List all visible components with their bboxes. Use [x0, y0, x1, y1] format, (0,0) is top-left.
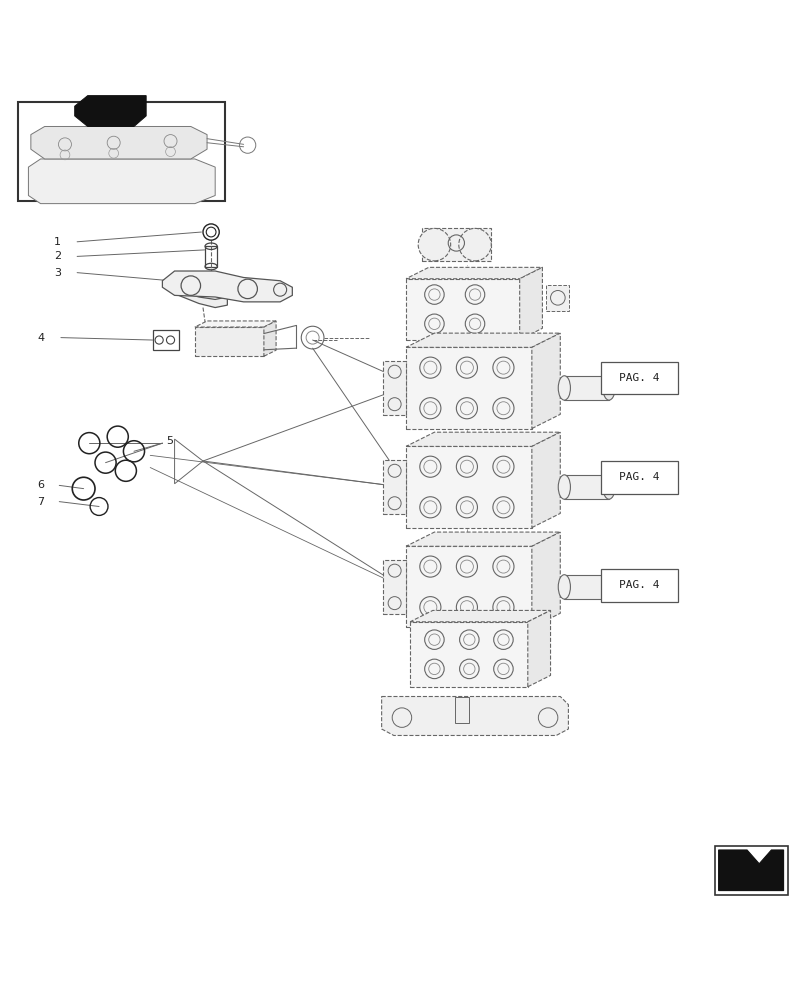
Bar	[564, 575, 608, 599]
Text: 3: 3	[54, 268, 61, 278]
Polygon shape	[519, 267, 542, 340]
Ellipse shape	[558, 575, 570, 599]
Polygon shape	[406, 546, 531, 627]
Text: PAG. 4: PAG. 4	[618, 580, 659, 590]
Text: PAG. 4: PAG. 4	[618, 472, 659, 482]
Bar	[152, 330, 178, 350]
Polygon shape	[383, 560, 406, 614]
Text: 7: 7	[37, 497, 45, 507]
Ellipse shape	[558, 376, 570, 400]
Polygon shape	[406, 333, 560, 347]
Ellipse shape	[602, 475, 615, 499]
Bar	[204, 246, 217, 267]
Text: 5: 5	[166, 436, 174, 446]
Ellipse shape	[558, 475, 570, 499]
Ellipse shape	[418, 228, 450, 261]
Polygon shape	[406, 279, 519, 340]
Bar	[564, 475, 608, 499]
Polygon shape	[406, 432, 560, 446]
Polygon shape	[531, 432, 560, 528]
Polygon shape	[406, 347, 531, 429]
Text: 2: 2	[54, 251, 61, 261]
Text: 6: 6	[37, 480, 45, 490]
Polygon shape	[410, 610, 550, 622]
Bar	[600, 569, 677, 601]
Polygon shape	[195, 321, 276, 327]
Polygon shape	[383, 460, 406, 514]
Bar	[546, 285, 569, 311]
Bar	[454, 697, 469, 723]
Polygon shape	[195, 327, 264, 356]
Polygon shape	[381, 697, 568, 735]
Ellipse shape	[602, 575, 615, 599]
Bar	[600, 362, 677, 394]
Ellipse shape	[458, 228, 491, 261]
Bar	[18, 102, 225, 201]
Polygon shape	[406, 267, 542, 279]
Polygon shape	[264, 321, 276, 356]
Polygon shape	[527, 610, 550, 687]
Text: 1: 1	[54, 237, 61, 247]
Polygon shape	[31, 126, 207, 159]
Polygon shape	[410, 622, 527, 687]
Polygon shape	[75, 96, 146, 126]
Polygon shape	[718, 850, 783, 891]
Polygon shape	[162, 271, 292, 302]
Polygon shape	[28, 159, 215, 204]
Text: PAG. 4: PAG. 4	[618, 373, 659, 383]
Polygon shape	[406, 532, 560, 546]
Bar	[422, 228, 491, 261]
Bar	[714, 846, 787, 895]
Ellipse shape	[602, 376, 615, 400]
Bar	[600, 461, 677, 494]
Polygon shape	[178, 291, 227, 308]
Polygon shape	[531, 333, 560, 429]
Text: 4: 4	[37, 333, 45, 343]
Polygon shape	[531, 532, 560, 627]
Bar	[564, 376, 608, 400]
Polygon shape	[406, 446, 531, 528]
Polygon shape	[383, 361, 406, 415]
